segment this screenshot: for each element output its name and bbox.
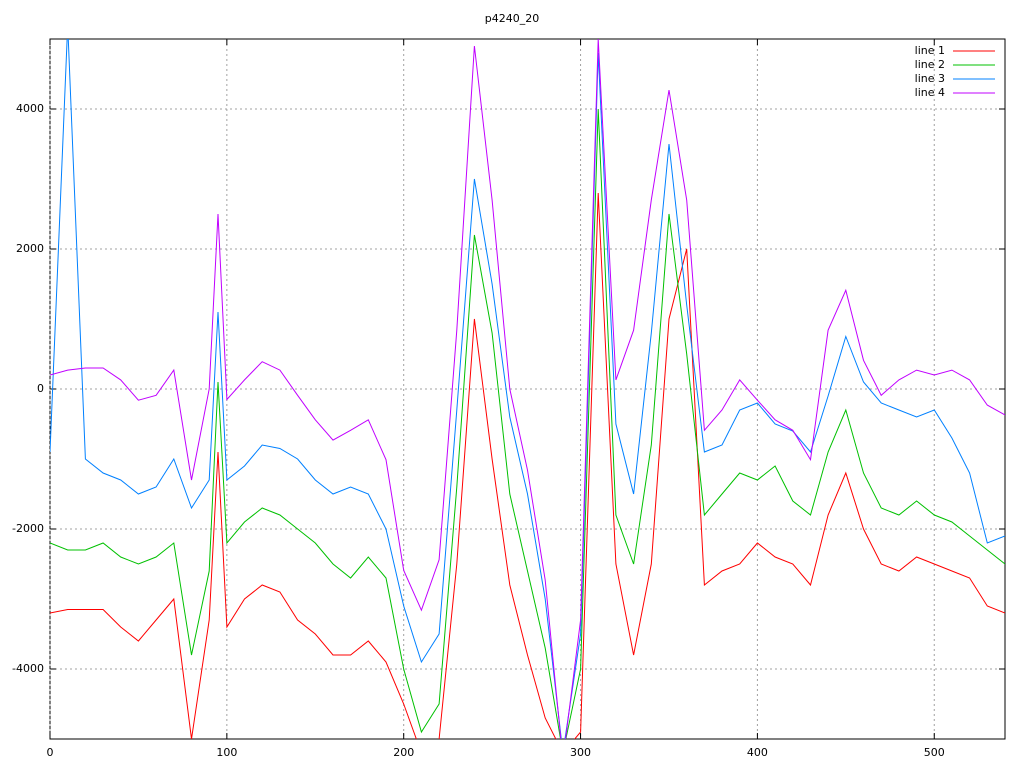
y-tick-label: 2000 [16, 242, 44, 255]
y-tick-label: -2000 [12, 522, 44, 535]
y-tick-label: -4000 [12, 662, 44, 675]
y-tick-label: 4000 [16, 102, 44, 115]
legend-label: line 4 [915, 86, 945, 99]
x-tick-label: 100 [216, 746, 237, 759]
series-line [50, 108, 1005, 739]
y-tick-label: 0 [37, 382, 44, 395]
series-line [50, 192, 1005, 739]
x-tick-label: 0 [47, 746, 54, 759]
legend-label: line 3 [915, 72, 945, 85]
chart-title: p4240_20 [485, 12, 539, 25]
series-line [50, 39, 1005, 739]
legend-label: line 1 [915, 44, 945, 57]
legend-label: line 2 [915, 58, 945, 71]
x-tick-label: 400 [747, 746, 768, 759]
x-tick-label: 500 [924, 746, 945, 759]
x-tick-label: 200 [393, 746, 414, 759]
x-tick-label: 300 [570, 746, 591, 759]
series-line [50, 39, 1005, 739]
